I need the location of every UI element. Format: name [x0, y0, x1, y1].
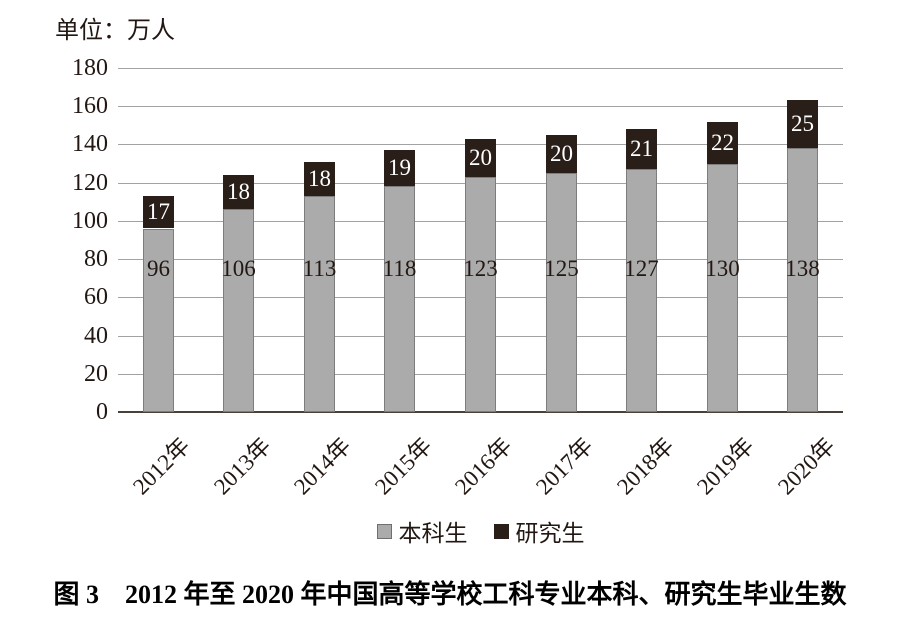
bar-undergrad-value-label: 130 [705, 256, 740, 281]
legend: 本科生 研究生 [118, 516, 843, 546]
bar-grad-value-label: 19 [388, 155, 411, 180]
bar-undergrad-segment [223, 209, 254, 412]
bar-grad-value-label: 20 [469, 145, 492, 170]
x-axis-label: 2017年 [531, 432, 598, 500]
bar-grad-segment [787, 100, 818, 148]
bar-undergrad-segment [787, 148, 818, 412]
bar-grad-segment [143, 196, 174, 228]
bar-grad-value-label: 17 [147, 199, 170, 224]
bar-undergrad-value-label: 113 [302, 256, 337, 281]
bar-undergrad-segment [304, 196, 335, 412]
y-tick-label: 60 [84, 284, 108, 310]
bar-grad-segment [465, 139, 496, 177]
legend-label: 研究生 [515, 521, 585, 546]
bar-grad-value-label: 22 [711, 130, 734, 155]
bar-undergrad-value-label: 96 [147, 256, 170, 281]
legend-label: 本科生 [398, 521, 468, 546]
bar-grad-segment [384, 150, 415, 186]
bar-grad-value-label: 18 [308, 166, 331, 191]
bar-undergrad-value-label: 106 [221, 256, 256, 281]
bar-undergrad-value-label: 118 [382, 256, 417, 281]
bar-grad-value-label: 18 [227, 179, 250, 204]
y-tick-label: 80 [84, 246, 108, 272]
bar-grad-segment [546, 135, 577, 173]
bar-undergrad-value-label: 125 [544, 256, 579, 281]
bar-undergrad-value-label: 138 [785, 256, 820, 281]
gridline [118, 106, 843, 107]
plot-area: 0 20 40 60 80 100 120 140 160 180 96 17 106 18 113 18 1… [72, 55, 843, 500]
y-tick-label: 140 [72, 131, 108, 157]
x-axis-label: 2020年 [773, 432, 840, 500]
bar-grad-segment [626, 129, 657, 169]
x-axis-label: 2018年 [612, 432, 679, 500]
x-axis-label: 2019年 [692, 432, 759, 500]
y-tick-label: 180 [72, 55, 108, 81]
x-axis-label: 2015年 [370, 432, 437, 500]
x-axis-label: 2016年 [450, 432, 517, 500]
x-axis-label: 2012年 [128, 432, 195, 500]
bar-grad-segment [304, 162, 335, 196]
y-tick-label: 20 [84, 361, 108, 387]
bar-grad-value-label: 20 [550, 141, 573, 166]
legend-item: 研究生 [493, 514, 585, 548]
legend-item: 本科生 [376, 514, 468, 548]
gridline [118, 68, 843, 69]
y-tick-label: 160 [72, 93, 108, 119]
bar-undergrad-segment [465, 177, 496, 412]
bar-grad-segment [707, 122, 738, 164]
bar-undergrad-value-label: 127 [624, 256, 659, 281]
bar-undergrad-segment [384, 186, 415, 412]
bar-grad-value-label: 21 [630, 136, 653, 161]
x-axis-label: 2014年 [289, 432, 356, 500]
y-tick-label: 100 [72, 208, 108, 234]
bar-undergrad-segment [707, 164, 738, 412]
y-tick-label: 120 [72, 170, 108, 196]
legend-swatch-icon [493, 523, 509, 539]
figure-caption: 图 3 2012 年至 2020 年中国高等学校工科专业本科、研究生毕业生数 [53, 580, 847, 609]
bar-undergrad-segment [546, 173, 577, 412]
y-axis-unit-label: 单位：万人 [55, 18, 175, 44]
bar-undergrad-segment [626, 169, 657, 412]
x-axis-line [118, 411, 843, 413]
y-tick-label: 40 [84, 323, 108, 349]
bar-undergrad-segment [143, 229, 174, 412]
y-tick-label: 0 [96, 399, 108, 425]
x-axis-label: 2013年 [209, 432, 276, 500]
bar-grad-value-label: 25 [791, 111, 814, 136]
bar-grad-segment [223, 175, 254, 209]
bar-undergrad-value-label: 123 [463, 256, 498, 281]
legend-swatch-icon [376, 523, 392, 539]
